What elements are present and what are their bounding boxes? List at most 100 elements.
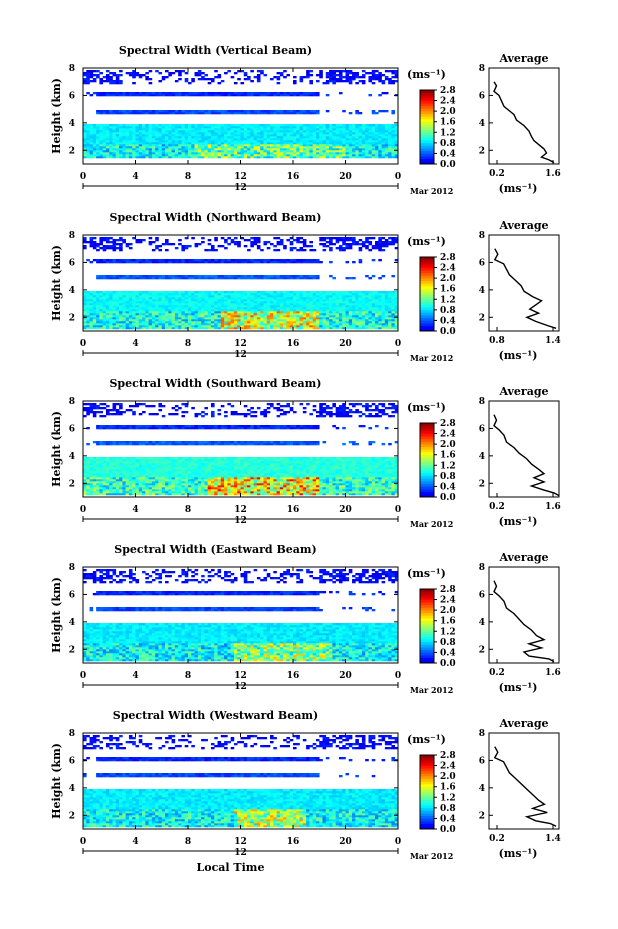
heatmap-cell [335, 134, 340, 137]
heatmap-cell [394, 291, 399, 294]
heatmap-cell [273, 327, 277, 330]
heatmap-cell [240, 136, 245, 139]
heatmap-cell [207, 307, 212, 310]
heatmap-cell [122, 295, 126, 298]
heatmap-cell [283, 301, 287, 304]
heatmap-cell [371, 150, 376, 153]
heatmap-cell [361, 70, 366, 73]
heatmap-cell [279, 128, 284, 131]
profile-y-tick-label: 4 [479, 119, 485, 129]
heatmap-cell [191, 152, 195, 155]
y-tick-label: 4 [69, 119, 75, 129]
heatmap-cell [329, 291, 333, 294]
heatmap-cell [348, 138, 353, 141]
heatmap-cell [391, 142, 396, 145]
heatmap-cell [132, 112, 136, 115]
heatmap-cell [102, 471, 107, 474]
heatmap-cell [178, 140, 182, 143]
heatmap-cell [237, 301, 241, 304]
heatmap-cell [230, 303, 235, 306]
heatmap-cell [283, 245, 287, 248]
heatmap-cell [210, 259, 215, 262]
heatmap-cell [256, 317, 261, 320]
heatmap-cell [381, 297, 386, 300]
heatmap-cell [361, 154, 366, 157]
heatmap-cell [293, 319, 297, 322]
heatmap-cell [296, 321, 300, 324]
heatmap-cell [368, 249, 373, 252]
heatmap-cell [384, 78, 389, 81]
heatmap-cell [184, 237, 189, 240]
heatmap-cell [197, 297, 202, 300]
heatmap-cell [83, 491, 87, 494]
heatmap-cell [197, 243, 202, 246]
heatmap-cell [306, 259, 310, 262]
heatmap-cell [296, 317, 300, 320]
heatmap-cell [233, 92, 238, 95]
heatmap-cell [279, 110, 284, 113]
heatmap-cell [233, 126, 238, 129]
heatmap-cell [181, 323, 186, 326]
heatmap-cell [224, 299, 228, 302]
heatmap-cell [112, 156, 117, 159]
heatmap-cell [302, 150, 307, 153]
heatmap-cell [227, 150, 231, 153]
heatmap-cell [302, 259, 307, 262]
heatmap-cell [128, 74, 133, 77]
heatmap-cell [273, 112, 277, 115]
heatmap-cell [165, 144, 169, 147]
heatmap-cell [384, 140, 389, 143]
heatmap-cell [329, 247, 333, 250]
colorbar-segment [420, 320, 434, 324]
heatmap-cell [273, 317, 277, 320]
heatmap-cell [138, 239, 143, 242]
heatmap-cell [155, 152, 159, 155]
heatmap-cell [270, 130, 274, 133]
heatmap-cell [233, 307, 238, 310]
heatmap-cell [325, 301, 330, 304]
heatmap-cell [368, 154, 373, 157]
heatmap-cell [309, 297, 313, 300]
heatmap-cell [109, 293, 113, 296]
heatmap-cell [138, 309, 143, 312]
heatmap-cell [83, 327, 87, 330]
heatmap-cell [230, 301, 235, 304]
heatmap-cell [105, 327, 110, 330]
colorbar-segment [420, 156, 434, 160]
heatmap-cell [214, 70, 218, 73]
heatmap-cell [220, 128, 225, 131]
heatmap-cell [315, 275, 320, 278]
heatmap-cell [260, 140, 264, 143]
heatmap-cell [266, 126, 271, 129]
heatmap-cell [184, 245, 189, 248]
heatmap-cell [355, 317, 359, 320]
heatmap-cell [279, 315, 284, 318]
heatmap-cell [394, 295, 399, 298]
heatmap-cell [181, 325, 186, 328]
heatmap-cell [109, 144, 113, 147]
heatmap-cell [388, 144, 392, 147]
heatmap-cell [89, 126, 94, 129]
heatmap-cell [217, 261, 222, 264]
heatmap-cell [89, 261, 94, 264]
heatmap-cell [115, 132, 120, 135]
heatmap-cell [191, 124, 195, 127]
heatmap-cell [250, 305, 254, 308]
heatmap-cell [361, 132, 366, 135]
heatmap-cell [197, 293, 202, 296]
heatmap-cell [338, 130, 343, 133]
heatmap-cell [158, 138, 163, 141]
heatmap-cell [188, 156, 192, 159]
heatmap-cell [299, 301, 304, 304]
heatmap-cell [122, 154, 126, 157]
panel-2: Spectral Width (Northward Beam)2468Heigh… [50, 211, 561, 363]
heatmap-cell [178, 72, 182, 75]
heatmap-cell [293, 136, 297, 139]
colorbar-tick-label: 1.2 [440, 128, 456, 138]
heatmap-cell [365, 297, 369, 300]
heatmap-cell [119, 140, 123, 143]
heatmap-cell [391, 319, 396, 322]
heatmap-cell [132, 130, 136, 133]
heatmap-cell [112, 154, 117, 157]
heatmap-cell [276, 94, 281, 97]
